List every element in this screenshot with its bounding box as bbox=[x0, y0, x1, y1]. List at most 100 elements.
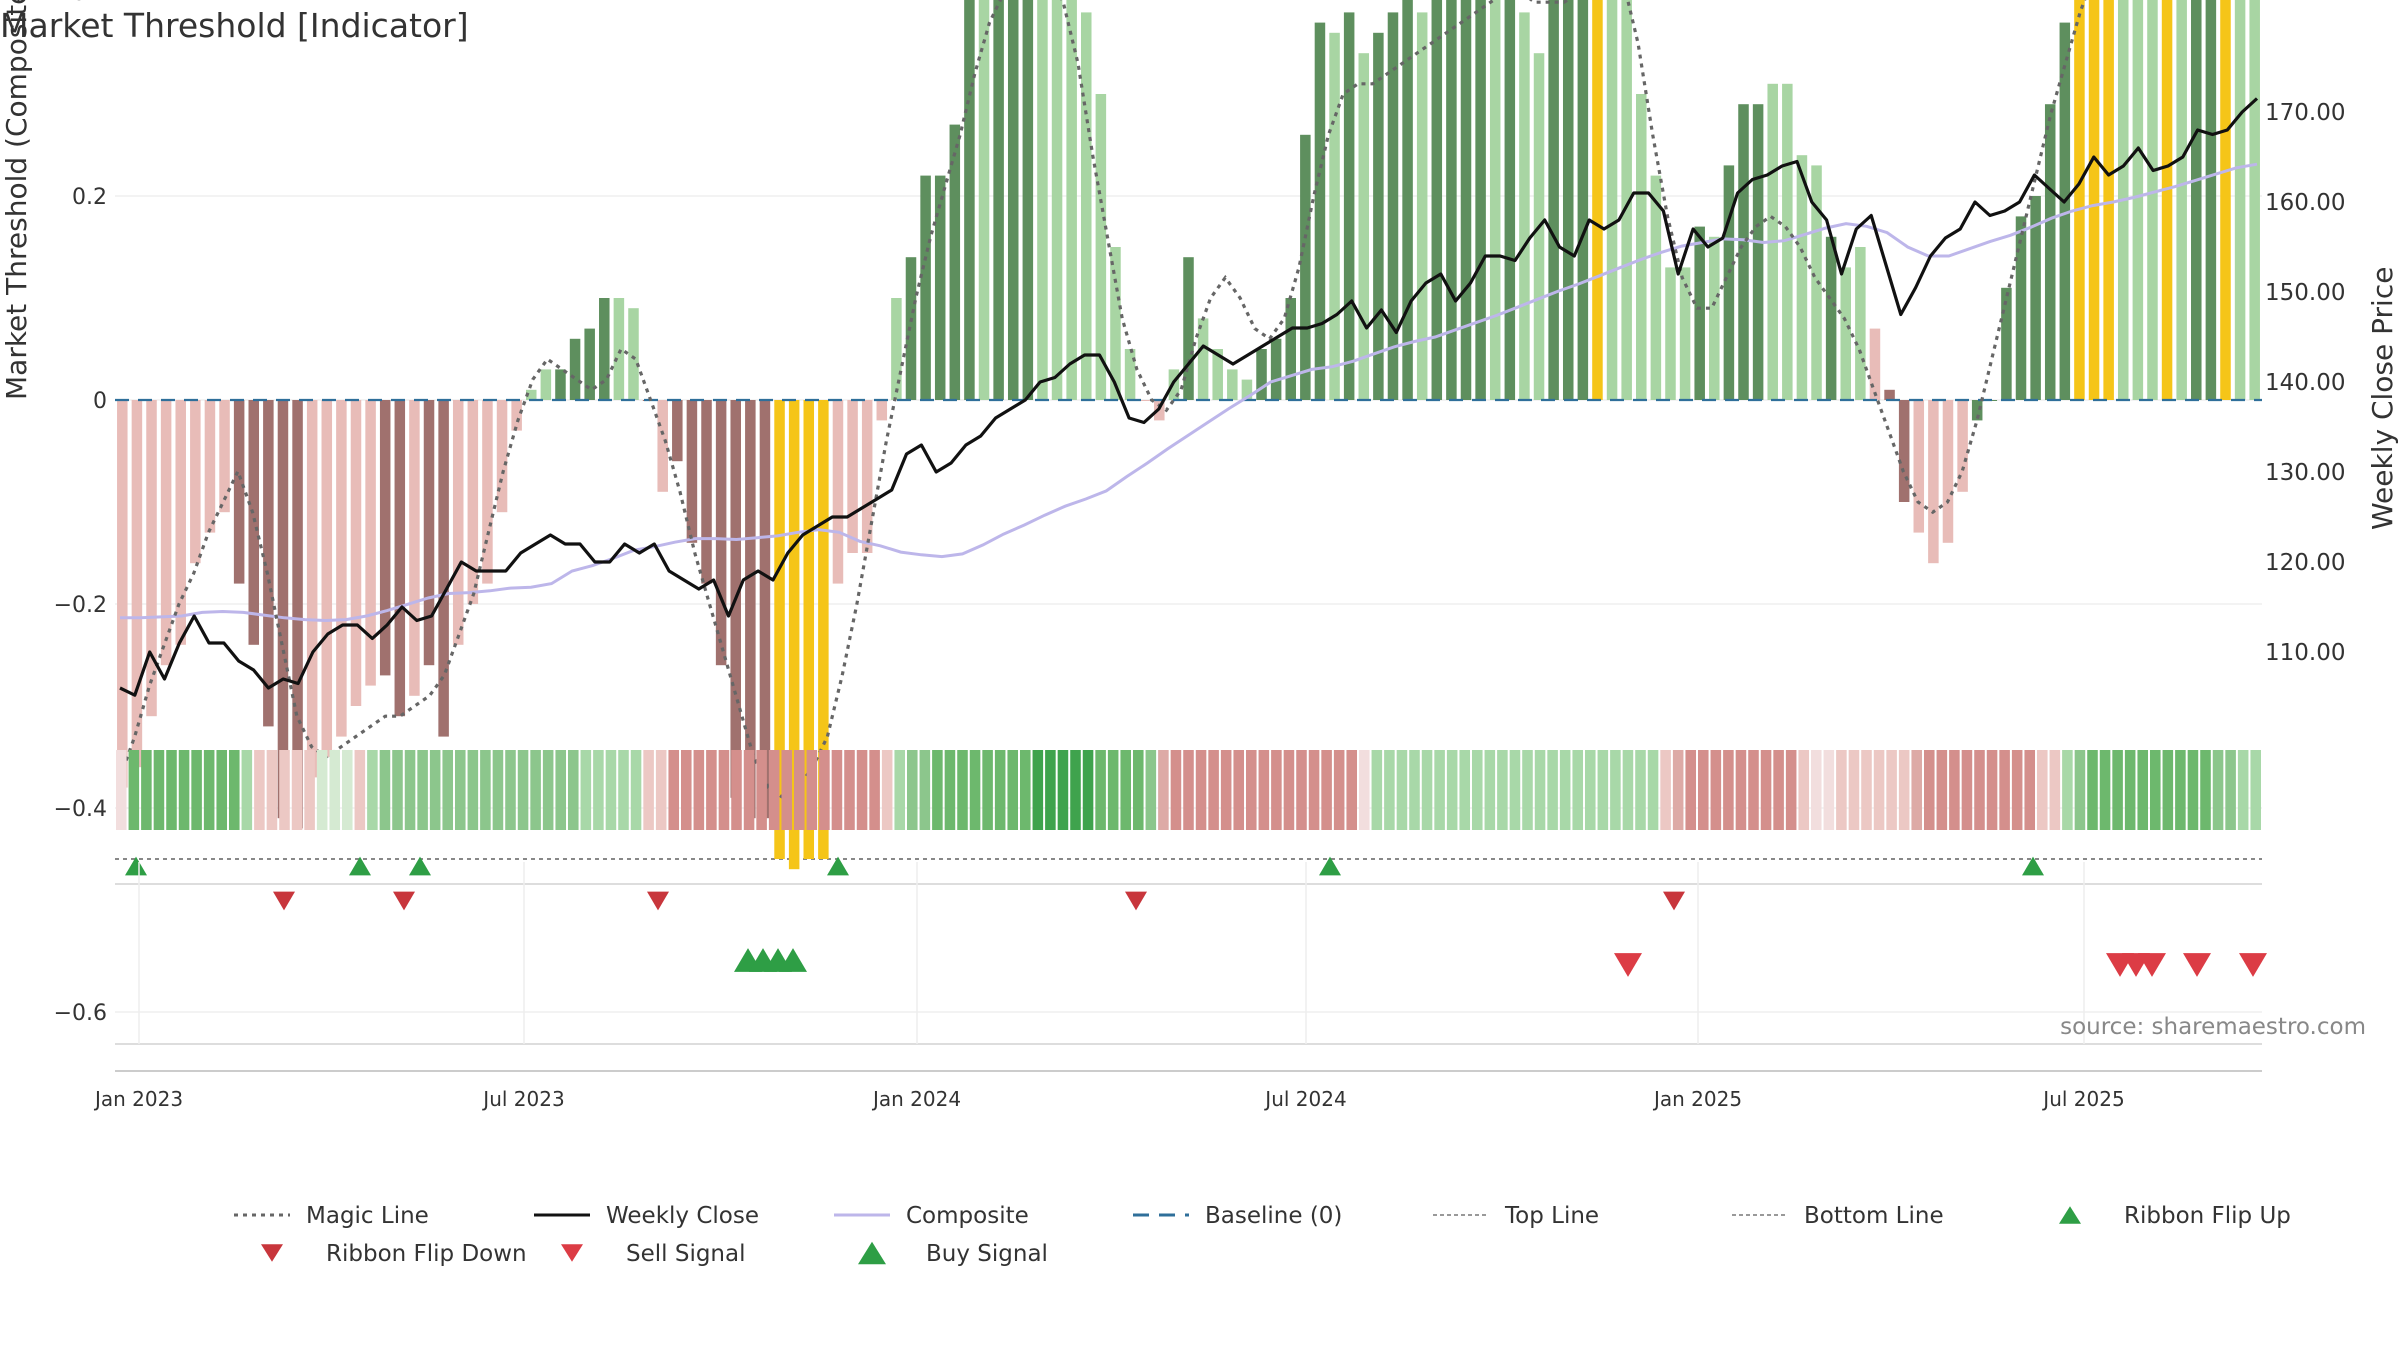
composite-bar bbox=[569, 338, 581, 400]
y2-tick-label: 130.00 bbox=[2265, 460, 2345, 486]
y-tick-label: 0.2 bbox=[72, 185, 107, 210]
ribbon-cell bbox=[756, 750, 767, 830]
composite-bar bbox=[657, 400, 668, 492]
ribbon-cell bbox=[1459, 750, 1470, 830]
ribbon-cell bbox=[1133, 750, 1144, 830]
ribbon-cell bbox=[178, 750, 190, 830]
composite-bar bbox=[2176, 0, 2187, 400]
ribbon-cell bbox=[191, 750, 202, 830]
composite-bar bbox=[1840, 267, 1852, 400]
composite-bar bbox=[1110, 247, 1121, 400]
ribbon-cell bbox=[1873, 750, 1885, 830]
composite-bar bbox=[847, 400, 858, 553]
legend-item: Baseline (0) bbox=[1133, 1203, 1342, 1229]
ribbon-flip-up-marker bbox=[1319, 856, 1341, 876]
ribbon-cell bbox=[718, 750, 730, 830]
ribbon-cell bbox=[1924, 750, 1935, 830]
ribbon-cell bbox=[329, 750, 340, 830]
composite-bar bbox=[701, 400, 712, 584]
composite-bar bbox=[774, 400, 785, 859]
y-axis-ticks: 0.60.40.20−0.2−0.4−0.6 bbox=[54, 0, 107, 1026]
composite-bar bbox=[233, 400, 245, 584]
ribbon-cell bbox=[1308, 750, 1320, 830]
composite-bar bbox=[1329, 32, 1340, 401]
composite-bar bbox=[1314, 22, 1326, 400]
ribbon-cell bbox=[1057, 750, 1069, 830]
ribbon-cell bbox=[819, 750, 830, 830]
composite-bar bbox=[1343, 12, 1355, 401]
y2-tick-label: 150.00 bbox=[2265, 280, 2345, 306]
ribbon-cell bbox=[2225, 750, 2236, 830]
ribbon-cell bbox=[706, 750, 717, 830]
ribbon-cell bbox=[1735, 750, 1747, 830]
ribbon-cell bbox=[166, 750, 177, 830]
legend-swatch bbox=[2059, 1206, 2081, 1224]
ribbon-cell bbox=[2062, 750, 2073, 830]
ribbon-cell bbox=[1020, 750, 1031, 830]
legend-label: Magic Line bbox=[306, 1203, 429, 1229]
ribbon-cell bbox=[894, 750, 905, 830]
ribbon-cell bbox=[555, 750, 566, 830]
ribbon-cell bbox=[229, 750, 240, 830]
ribbon-cell bbox=[1409, 750, 1420, 830]
ribbon-cell bbox=[1497, 750, 1508, 830]
ribbon-cell bbox=[1333, 750, 1345, 830]
ribbon-cell bbox=[1070, 750, 1081, 830]
ribbon-cell bbox=[1760, 750, 1772, 830]
ribbon-cell bbox=[1660, 750, 1671, 830]
composite-bar bbox=[1446, 0, 1457, 400]
ribbon-cell bbox=[1534, 750, 1546, 830]
ribbon-cell bbox=[568, 750, 579, 830]
composite-bar bbox=[2132, 0, 2144, 401]
ribbon-flip-up-marker bbox=[349, 856, 371, 876]
composite-bar bbox=[1007, 0, 1019, 400]
composite-bar bbox=[117, 400, 128, 788]
ribbon-cell bbox=[455, 750, 466, 830]
composite-bar bbox=[540, 369, 552, 400]
composite-bar bbox=[1562, 0, 1574, 400]
composite-bar bbox=[759, 400, 771, 819]
composite-bar bbox=[599, 298, 610, 400]
ribbon-cell bbox=[1898, 750, 1910, 830]
ribbon-cell bbox=[1120, 750, 1131, 830]
composite-bar bbox=[555, 369, 566, 400]
x-tick-label: Jan 2024 bbox=[871, 1087, 961, 1111]
ribbon-cell bbox=[844, 750, 855, 830]
composite-bar bbox=[1504, 0, 1516, 400]
ribbon-cell bbox=[1936, 750, 1948, 830]
legend-item: Sell Signal bbox=[561, 1241, 746, 1267]
composite-bar bbox=[1489, 0, 1501, 401]
ribbon-cell bbox=[618, 750, 629, 830]
ribbon-cell bbox=[1986, 750, 1998, 830]
composite-bar bbox=[482, 400, 493, 584]
composite-bar bbox=[1548, 0, 1559, 400]
composite-bar bbox=[438, 400, 449, 737]
composite-bar bbox=[2205, 0, 2217, 400]
legend-item: Buy Signal bbox=[858, 1241, 1048, 1267]
ribbon-cell bbox=[1647, 750, 1659, 830]
composite-bar bbox=[1270, 338, 1282, 400]
ribbon-cell bbox=[593, 750, 604, 830]
composite-bar bbox=[511, 400, 522, 431]
ribbon-cell bbox=[1321, 750, 1332, 830]
ribbon-flip-up-marker bbox=[125, 856, 147, 876]
ribbon-cell bbox=[2162, 750, 2174, 830]
ribbon-cell bbox=[1296, 750, 1307, 830]
composite-bar bbox=[1300, 134, 1311, 401]
composite-bar bbox=[934, 175, 946, 400]
y-tick-label: −0.2 bbox=[54, 593, 107, 618]
composite-bar bbox=[1884, 389, 1895, 400]
composite-bar bbox=[190, 400, 201, 564]
composite-bar bbox=[584, 328, 595, 400]
composite-bar bbox=[277, 400, 289, 819]
source-text: source: sharemaestro.com bbox=[2060, 1014, 2366, 1040]
weekly-close-line bbox=[119, 97, 2259, 697]
y-axis-label: Market Threshold (Composite) bbox=[0, 0, 33, 400]
composite-bar bbox=[263, 400, 274, 727]
ribbon-flip-down-marker bbox=[393, 891, 415, 911]
ribbon-cell bbox=[2137, 750, 2148, 830]
composite-bar bbox=[467, 400, 479, 604]
y2-tick-label: 110.00 bbox=[2265, 640, 2345, 666]
composite-bar bbox=[920, 175, 931, 400]
composite-bar bbox=[2191, 0, 2202, 400]
